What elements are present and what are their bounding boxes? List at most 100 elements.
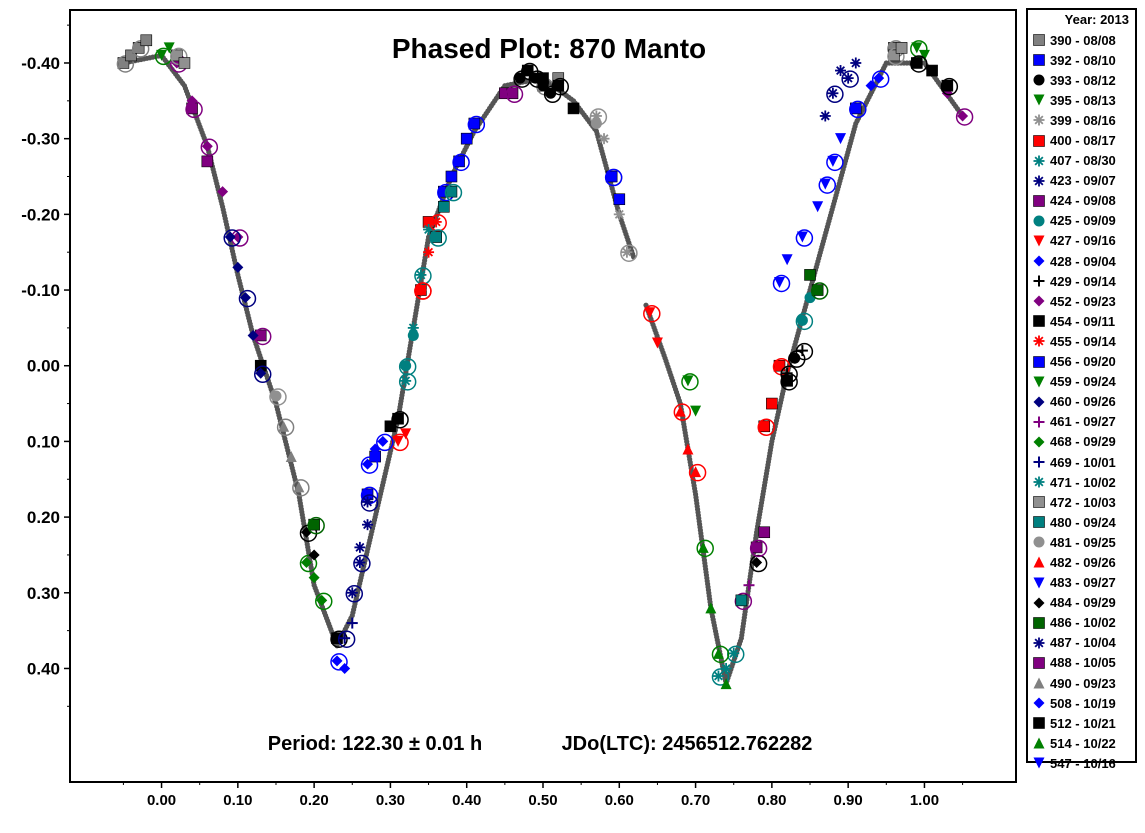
- data-point-514: [720, 678, 732, 690]
- data-point-468: [316, 594, 328, 606]
- legend-label: 392 - 08/10: [1050, 52, 1116, 68]
- data-point-ring: [673, 403, 692, 421]
- data-point-ring: [360, 494, 379, 512]
- diamond-marker-icon: [1033, 255, 1045, 267]
- data-point-512: [537, 72, 549, 84]
- data-point-ring: [467, 115, 486, 134]
- data-point-472: [178, 57, 191, 69]
- data-point-425: [796, 314, 808, 326]
- legend-label: 514 - 10/22: [1050, 735, 1116, 751]
- x-tick-label: 0.20: [300, 792, 329, 809]
- data-point-ring: [749, 554, 768, 573]
- data-point-512: [926, 64, 938, 77]
- data-point-ring: [414, 267, 432, 285]
- data-point-455: [423, 246, 435, 258]
- data-point-512: [567, 102, 580, 115]
- legend-item: 488 - 10/05: [1028, 653, 1135, 673]
- legend-item: 490 - 09/23: [1028, 673, 1135, 693]
- data-point-ring: [223, 229, 241, 247]
- legend-label: 490 - 09/23: [1050, 675, 1116, 691]
- legend-item: 512 - 10/21: [1028, 713, 1135, 733]
- legend-label: 454 - 09/11: [1050, 313, 1116, 329]
- square-marker-icon: [1033, 616, 1045, 629]
- legend-item: 514 - 10/22: [1028, 733, 1135, 753]
- data-point-429: [789, 352, 801, 364]
- legend-marker: [1033, 737, 1045, 749]
- y-tick-label: 0.20: [27, 508, 60, 527]
- legend-marker: [1033, 194, 1045, 207]
- legend-item: 459 - 09/24: [1028, 372, 1135, 392]
- legend-item: 393 - 08/12: [1028, 70, 1135, 90]
- legend-item: 454 - 09/11: [1028, 311, 1135, 331]
- legend-item: 486 - 10/02: [1028, 613, 1135, 633]
- data-point-469: [346, 617, 358, 629]
- data-point-ring: [253, 365, 272, 384]
- legend-label: 512 - 10/21: [1050, 715, 1116, 731]
- data-point-ring: [711, 668, 730, 686]
- legend-item: 390 - 08/08: [1028, 30, 1135, 50]
- data-point-486: [804, 269, 816, 281]
- data-point-ring: [849, 100, 867, 119]
- data-point-428: [377, 435, 389, 447]
- legend-label: 393 - 08/12: [1050, 72, 1116, 88]
- data-point-481: [270, 390, 282, 402]
- circle-marker-icon: [1033, 74, 1045, 86]
- plus-marker-icon: [1033, 456, 1045, 468]
- legend-item: 424 - 09/08: [1028, 191, 1135, 211]
- data-point-ring: [292, 479, 310, 497]
- asterisk-marker-icon: [1033, 637, 1045, 649]
- data-point-ring: [520, 62, 539, 81]
- data-point-514: [712, 647, 724, 659]
- legend-item: 461 - 09/27: [1028, 412, 1135, 432]
- legend-item: 427 - 09/16: [1028, 231, 1135, 251]
- data-point-423: [819, 110, 831, 122]
- data-point-480: [438, 200, 450, 213]
- legend-item: 395 - 08/13: [1028, 90, 1135, 110]
- triangle-marker-icon: [1033, 556, 1045, 568]
- legend-label: 472 - 10/03: [1050, 494, 1116, 510]
- legend-marker: [1033, 396, 1045, 408]
- legend-marker: [1033, 34, 1045, 46]
- legend-label: 400 - 08/17: [1050, 133, 1116, 149]
- data-point-ring: [391, 410, 409, 429]
- data-point-472: [895, 42, 908, 54]
- data-point-395: [163, 42, 175, 54]
- legend-marker: [1033, 657, 1045, 669]
- square-marker-icon: [1033, 516, 1045, 529]
- legend-label: 399 - 08/16: [1050, 112, 1116, 128]
- data-point-ring: [795, 312, 814, 331]
- legend-item: 456 - 09/20: [1028, 352, 1135, 372]
- data-point-423: [835, 65, 847, 77]
- data-point-ring: [696, 539, 714, 558]
- legend-label: 429 - 09/14: [1050, 273, 1116, 289]
- data-point-ring: [757, 418, 775, 437]
- legend-label: 468 - 09/29: [1050, 434, 1116, 450]
- legend-marker: [1033, 114, 1045, 126]
- x-tick-label: 0.60: [605, 792, 634, 809]
- data-point-ring: [795, 342, 814, 361]
- data-point-490: [293, 481, 305, 493]
- y-tick-label: 0.00: [27, 357, 60, 376]
- data-point-460: [224, 231, 236, 243]
- y-tick-label: -0.40: [21, 54, 60, 73]
- x-tick-label: 0.90: [834, 792, 863, 809]
- data-point-483: [812, 201, 824, 213]
- legend-label: 452 - 09/23: [1050, 293, 1116, 309]
- legend-label: 486 - 10/02: [1050, 615, 1116, 631]
- legend-item: 468 - 09/29: [1028, 432, 1135, 452]
- legend-marker: [1033, 175, 1045, 187]
- triangle-down-marker-icon: [1033, 94, 1045, 106]
- legend-marker: [1033, 637, 1045, 649]
- legend-marker: [1033, 516, 1045, 529]
- data-point-459: [682, 375, 694, 387]
- data-point-427: [644, 307, 656, 319]
- data-point-ring: [429, 214, 447, 232]
- legend-marker: [1033, 315, 1045, 328]
- data-point-407: [400, 375, 412, 387]
- data-point-423: [827, 87, 839, 99]
- legend-item: 452 - 09/23: [1028, 291, 1135, 311]
- data-point-ring: [200, 138, 219, 156]
- square-marker-icon: [1033, 134, 1045, 147]
- legend-marker: [1033, 235, 1045, 247]
- legend-label: 483 - 09/27: [1050, 575, 1116, 591]
